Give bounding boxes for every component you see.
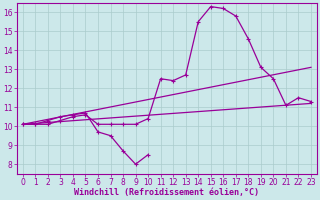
X-axis label: Windchill (Refroidissement éolien,°C): Windchill (Refroidissement éolien,°C) <box>74 188 260 197</box>
